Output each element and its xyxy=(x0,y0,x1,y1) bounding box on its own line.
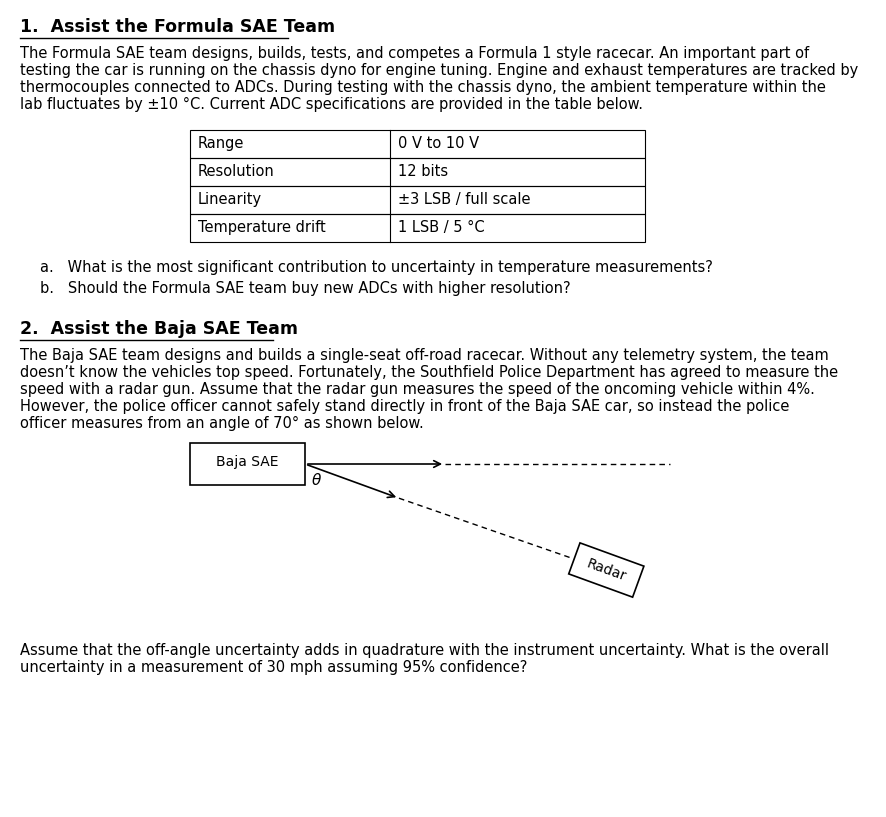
Text: Temperature drift: Temperature drift xyxy=(198,220,326,235)
Text: 0 V to 10 V: 0 V to 10 V xyxy=(398,136,479,151)
Text: 2.  Assist the Baja SAE Team: 2. Assist the Baja SAE Team xyxy=(20,320,298,338)
Text: thermocouples connected to ADCs. During testing with the chassis dyno, the ambie: thermocouples connected to ADCs. During … xyxy=(20,80,826,95)
Text: ±3 LSB / full scale: ±3 LSB / full scale xyxy=(398,192,531,207)
Text: testing the car is running on the chassis dyno for engine tuning. Engine and exh: testing the car is running on the chassi… xyxy=(20,63,859,78)
Text: 1.  Assist the Formula SAE Team: 1. Assist the Formula SAE Team xyxy=(20,18,335,36)
Text: Baja SAE: Baja SAE xyxy=(216,455,279,469)
Bar xyxy=(190,130,645,158)
Bar xyxy=(190,186,645,214)
Text: 1 LSB / 5 °C: 1 LSB / 5 °C xyxy=(398,220,485,235)
Text: Linearity: Linearity xyxy=(198,192,262,207)
Bar xyxy=(190,158,645,186)
Text: Resolution: Resolution xyxy=(198,164,275,179)
Text: The Formula SAE team designs, builds, tests, and competes a Formula 1 style race: The Formula SAE team designs, builds, te… xyxy=(20,46,809,61)
Text: Radar: Radar xyxy=(585,556,628,583)
Text: a.   What is the most significant contribution to uncertainty in temperature mea: a. What is the most significant contribu… xyxy=(40,260,713,275)
Text: lab fluctuates by ±10 °C. Current ADC specifications are provided in the table b: lab fluctuates by ±10 °C. Current ADC sp… xyxy=(20,97,643,112)
Text: However, the police officer cannot safely stand directly in front of the Baja SA: However, the police officer cannot safel… xyxy=(20,399,789,414)
Bar xyxy=(190,443,305,485)
Text: speed with a radar gun. Assume that the radar gun measures the speed of the onco: speed with a radar gun. Assume that the … xyxy=(20,382,815,397)
Text: Range: Range xyxy=(198,136,245,151)
Bar xyxy=(190,214,645,242)
Text: officer measures from an angle of 70° as shown below.: officer measures from an angle of 70° as… xyxy=(20,416,424,431)
Text: 12 bits: 12 bits xyxy=(398,164,448,179)
Text: uncertainty in a measurement of 30 mph assuming 95% confidence?: uncertainty in a measurement of 30 mph a… xyxy=(20,660,527,675)
Text: Assume that the off-angle uncertainty adds in quadrature with the instrument unc: Assume that the off-angle uncertainty ad… xyxy=(20,643,829,658)
Text: doesn’t know the vehicles top speed. Fortunately, the Southfield Police Departme: doesn’t know the vehicles top speed. For… xyxy=(20,365,838,380)
Text: b.   Should the Formula SAE team buy new ADCs with higher resolution?: b. Should the Formula SAE team buy new A… xyxy=(40,281,571,296)
Text: The Baja SAE team designs and builds a single-seat off-road racecar. Without any: The Baja SAE team designs and builds a s… xyxy=(20,348,828,363)
Text: $\theta$: $\theta$ xyxy=(311,472,322,488)
Bar xyxy=(569,542,644,597)
